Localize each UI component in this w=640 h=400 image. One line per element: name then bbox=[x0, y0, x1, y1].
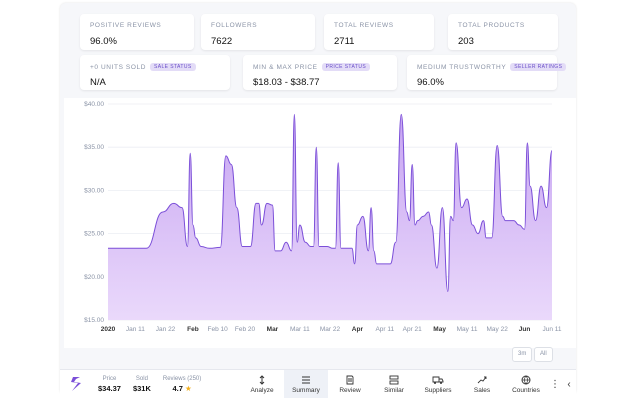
y-tick-label: $25.00 bbox=[84, 231, 104, 238]
stat-label: POSITIVE REVIEWS bbox=[90, 22, 162, 29]
nav-label: Sales bbox=[473, 386, 491, 394]
stat-value: $18.03 - $38.77 bbox=[253, 77, 320, 88]
price-area-fill bbox=[108, 114, 552, 320]
sold-value: $31K bbox=[132, 383, 151, 393]
price-stat: Price $34.37 bbox=[98, 376, 121, 393]
y-tick-label: $15.00 bbox=[84, 317, 104, 324]
chevron-left-icon[interactable]: ‹ bbox=[567, 378, 571, 390]
status-badge: SALE STATUS bbox=[150, 63, 196, 71]
x-tick-label: May 22 bbox=[487, 326, 509, 333]
nav-label: Summary bbox=[292, 386, 320, 394]
stat-card-price-range: MIN & MAX PRICE PRICE STATUS $18.03 - $38… bbox=[243, 55, 397, 90]
stat-value: 203 bbox=[458, 36, 474, 47]
price-area-chart: $15.00 $20.00 $25.00 $30.00 $35.00 $40.00 202… bbox=[84, 101, 562, 333]
similar-icon bbox=[389, 375, 399, 385]
reviews-stat: Reviews (250) 4.7 ★ bbox=[163, 376, 201, 393]
x-tick-label: Apr 11 bbox=[375, 326, 394, 333]
more-menu-icon[interactable]: ⋮ bbox=[550, 378, 560, 390]
nav-review[interactable]: Review bbox=[328, 370, 372, 398]
stat-value: N/A bbox=[90, 77, 106, 88]
x-tick-label: Jun bbox=[519, 326, 531, 333]
stat-value: 7622 bbox=[211, 36, 233, 47]
stat-card-seller-rating: MEDIUM TRUSTWORTHY SELLER RATINGS 96.0% bbox=[407, 55, 567, 90]
star-icon: ★ bbox=[184, 383, 192, 393]
x-tick-label: Mar 11 bbox=[290, 326, 310, 333]
x-tick-label: Mar bbox=[267, 326, 279, 333]
review-icon bbox=[345, 375, 355, 385]
nav-label: Analyze bbox=[250, 386, 274, 394]
analyze-icon bbox=[257, 374, 267, 385]
nav-sales[interactable]: Sales bbox=[460, 370, 504, 398]
price-label: Price bbox=[102, 375, 117, 382]
x-tick-label: Feb bbox=[187, 326, 199, 333]
stat-label: MEDIUM TRUSTWORTHY SELLER RATINGS bbox=[417, 63, 567, 71]
x-tick-label: Jan 11 bbox=[126, 326, 145, 333]
nav-similar[interactable]: Similar bbox=[372, 370, 416, 398]
status-badge: SELLER RATINGS bbox=[510, 63, 567, 71]
app-logo-icon[interactable] bbox=[66, 374, 86, 394]
dashboard-panel: POSITIVE REVIEWS 96.0% FOLLOWERS 7622 TO… bbox=[60, 3, 576, 395]
stat-label: TOTAL PRODUCTS bbox=[458, 22, 525, 29]
y-tick-label: $30.00 bbox=[84, 187, 104, 194]
stat-value: 96.0% bbox=[417, 77, 444, 88]
truck-icon bbox=[432, 375, 444, 385]
range-button-3m[interactable]: 3m bbox=[512, 347, 533, 362]
stat-card-total-products: TOTAL PRODUCTS 203 bbox=[448, 14, 558, 50]
stat-card-followers: FOLLOWERS 7622 bbox=[201, 14, 315, 50]
x-tick-label: Feb 20 bbox=[235, 326, 256, 333]
range-button-all[interactable]: All bbox=[534, 347, 553, 362]
stat-value: 2711 bbox=[334, 36, 355, 47]
nav-label: Similar bbox=[384, 386, 404, 394]
nav-suppliers[interactable]: Suppliers bbox=[416, 370, 460, 398]
reviews-value: 4.7 ★ bbox=[172, 384, 191, 393]
price-series-line bbox=[108, 113, 553, 292]
sold-stat: Sold $31K bbox=[133, 376, 151, 393]
stat-label: MIN & MAX PRICE PRICE STATUS bbox=[253, 63, 371, 71]
reviews-label: Reviews (250) bbox=[162, 375, 202, 382]
x-tick-label: May bbox=[433, 326, 446, 333]
price-value: $34.37 bbox=[98, 383, 121, 393]
stat-label-text: +0 UNITS SOLD bbox=[90, 64, 147, 71]
stat-label: FOLLOWERS bbox=[211, 22, 258, 29]
price-chart: $15.00 $20.00 $25.00 $30.00 $35.00 $40.00 202… bbox=[64, 98, 576, 348]
stat-label: TOTAL REVIEWS bbox=[334, 22, 394, 29]
nav-analyze[interactable]: Analyze bbox=[240, 370, 284, 398]
nav-label: Countries bbox=[512, 386, 540, 394]
nav-label: Suppliers bbox=[424, 386, 452, 394]
nav-label: Review bbox=[339, 386, 361, 394]
x-tick-label: Apr bbox=[352, 326, 364, 333]
stat-card-positive-reviews: POSITIVE REVIEWS 96.0% bbox=[80, 14, 194, 50]
x-tick-label: Jun 11 bbox=[542, 326, 561, 333]
stat-card-total-reviews: TOTAL REVIEWS 2711 bbox=[324, 14, 434, 50]
x-tick-label: May 11 bbox=[457, 326, 478, 333]
status-badge: PRICE STATUS bbox=[321, 63, 371, 71]
globe-icon bbox=[521, 375, 531, 385]
y-tick-label: $20.00 bbox=[84, 274, 104, 281]
stat-label: +0 UNITS SOLD SALE STATUS bbox=[90, 63, 196, 71]
nav-summary[interactable]: Summary bbox=[284, 370, 328, 398]
x-tick-label: Jan 22 bbox=[156, 326, 176, 333]
y-tick-label: $40.00 bbox=[84, 101, 104, 108]
x-tick-label: Mar 22 bbox=[320, 326, 341, 333]
bottom-toolbar: Price $34.37 Sold $31K Reviews (250) 4.7… bbox=[60, 369, 576, 398]
x-tick-label: Feb 10 bbox=[208, 326, 229, 333]
stat-card-units-sold: +0 UNITS SOLD SALE STATUS N/A bbox=[80, 55, 230, 90]
y-tick-label: $35.00 bbox=[84, 144, 104, 151]
nav-countries[interactable]: Countries bbox=[504, 370, 548, 398]
stat-value: 96.0% bbox=[90, 36, 117, 47]
bottom-nav: Analyze Summary Review Similar Suppliers bbox=[201, 370, 576, 398]
stat-label-text: MEDIUM TRUSTWORTHY bbox=[417, 64, 507, 71]
summary-icon bbox=[301, 375, 311, 385]
x-tick-label: Apr 21 bbox=[403, 326, 423, 333]
trend-icon bbox=[477, 375, 487, 385]
sold-label: Sold bbox=[135, 375, 148, 382]
stat-label-text: MIN & MAX PRICE bbox=[253, 64, 318, 71]
rating-value: 4.7 bbox=[172, 383, 183, 393]
x-tick-label: 2020 bbox=[101, 326, 116, 333]
